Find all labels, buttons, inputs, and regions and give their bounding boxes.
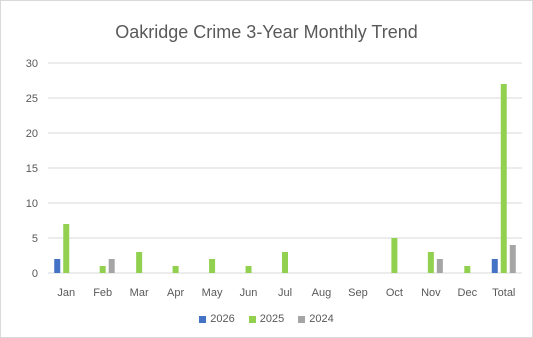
bar-2024-nov: [436, 259, 443, 273]
bar-2026-total: [491, 259, 498, 273]
legend-label: 2024: [309, 313, 334, 325]
legend-label: 2026: [210, 313, 235, 325]
bar-2025-nov: [427, 252, 434, 273]
bar-2025-oct: [391, 238, 398, 273]
y-tick-label: 20: [26, 128, 38, 140]
legend-item-2026: 2026: [199, 313, 235, 325]
legend-item-2024: 2024: [298, 313, 334, 325]
bar-2025-apr: [172, 266, 179, 273]
x-tick-label: Jan: [57, 287, 75, 299]
x-tick-label: Feb: [93, 287, 112, 299]
y-tick-label: 5: [32, 233, 38, 245]
legend-label: 2025: [259, 313, 285, 325]
bar-2025-may: [209, 259, 216, 273]
bar-2025-jun: [245, 266, 252, 273]
y-tick-label: 0: [32, 268, 38, 280]
bar-2025-feb: [99, 266, 106, 273]
bar-2025-total: [500, 84, 507, 273]
legend-swatch: [298, 315, 306, 323]
legend-swatch: [199, 315, 207, 323]
legend-item-2025: 2025: [248, 313, 285, 325]
legend-swatch: [248, 315, 256, 323]
bar-2024-feb: [108, 259, 115, 273]
chart-title: Oakridge Crime 3-Year Monthly Trend: [115, 22, 418, 42]
x-tick-label: Oct: [386, 287, 403, 299]
y-tick-label: 15: [26, 163, 38, 175]
x-tick-label: May: [202, 287, 223, 299]
bar-2025-jul: [282, 252, 288, 273]
y-tick-label: 25: [26, 93, 38, 105]
x-tick-label: Jul: [278, 287, 292, 299]
bar-2025-mar: [136, 252, 143, 273]
y-tick-label: 30: [26, 58, 38, 70]
x-tick-label: Total: [492, 287, 515, 299]
bar-2024-total: [509, 245, 516, 273]
x-tick-label: Sep: [348, 287, 368, 299]
bar-2025-jan: [63, 224, 70, 273]
x-tick-label: Nov: [421, 287, 441, 299]
bar-2026-jan: [54, 259, 61, 273]
y-tick-label: 10: [26, 198, 38, 210]
x-tick-label: Dec: [458, 287, 478, 299]
bar-2025-dec: [464, 266, 471, 273]
x-tick-label: Aug: [312, 287, 332, 299]
x-tick-label: Apr: [167, 287, 184, 299]
x-tick-label: Jun: [240, 287, 258, 299]
chart-legend: 2026 2025 2024: [0, 313, 533, 325]
x-tick-label: Mar: [130, 287, 149, 299]
